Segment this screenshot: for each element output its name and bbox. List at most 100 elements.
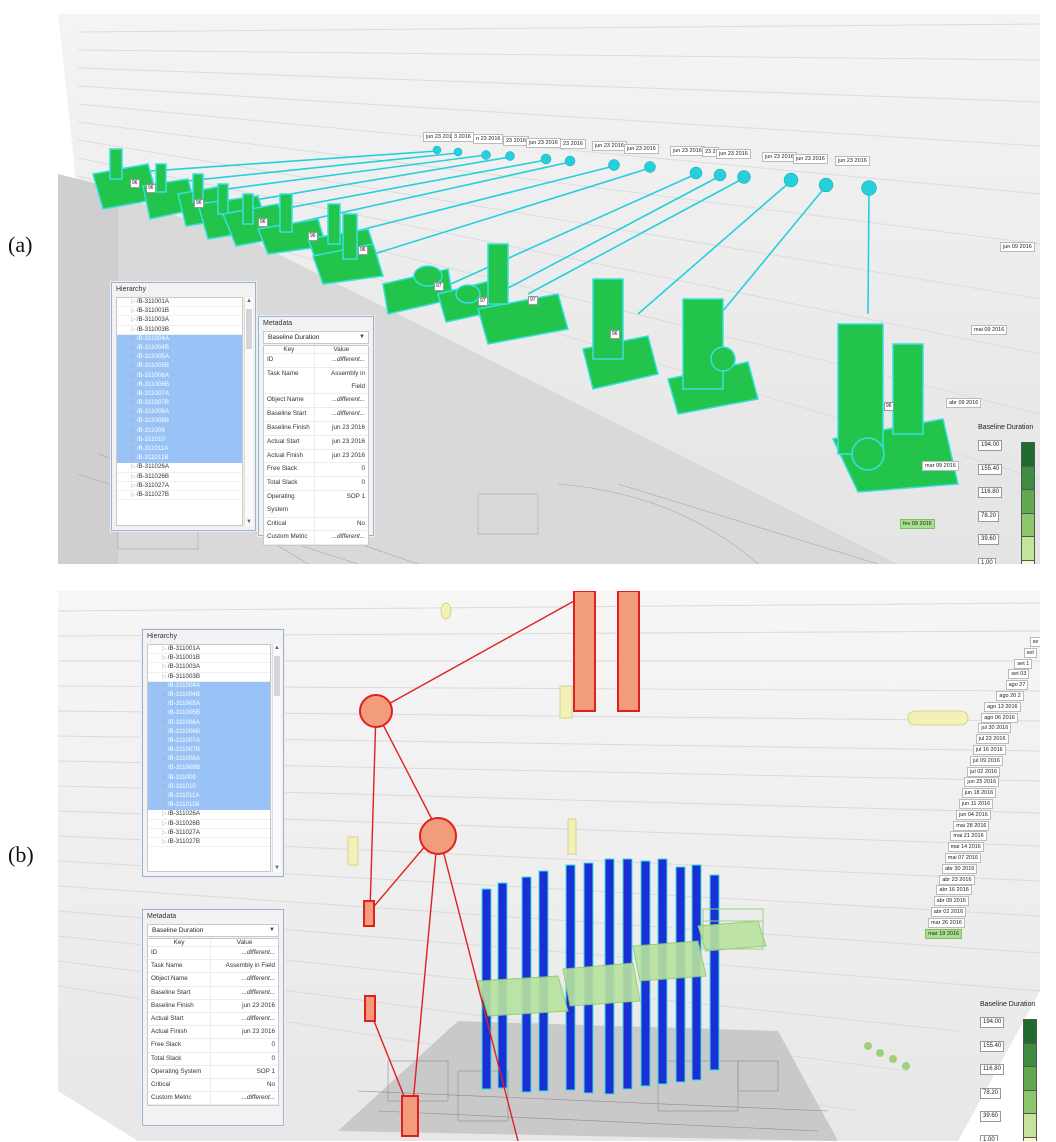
expand-triangle-icon[interactable]: ▷ (131, 463, 136, 471)
expand-triangle-icon[interactable]: ▷ (131, 490, 136, 498)
expand-triangle-icon[interactable]: ▷ (162, 736, 167, 744)
hierarchy-item[interactable]: ▷/B-311011B (148, 801, 270, 811)
expand-triangle-icon[interactable]: ▷ (131, 334, 136, 342)
expand-triangle-icon[interactable]: ▷ (131, 408, 136, 416)
hierarchy-item[interactable]: ▷/B-311008A (148, 755, 270, 765)
expand-triangle-icon[interactable]: ▷ (162, 755, 167, 763)
metadata-window[interactable]: Metadata Baseline Duration ▼ Key Value ID.… (258, 316, 374, 547)
hierarchy-item[interactable]: ▷/B-311006A (148, 718, 270, 728)
expand-triangle-icon[interactable]: ▷ (162, 681, 167, 689)
hierarchy-tree[interactable]: ▷/B-311001A ▷/B-311001B ▷/B-311003A ▷/B-311… (147, 644, 271, 872)
metric-dropdown[interactable]: Baseline Duration ▼ (147, 924, 279, 937)
hierarchy-item[interactable]: ▷/B-311007B (117, 399, 242, 409)
hierarchy-item[interactable]: ▷/B-311011B (117, 454, 242, 464)
hierarchy-item[interactable]: ▷/B-311006B (148, 727, 270, 737)
expand-triangle-icon[interactable]: ▷ (162, 700, 167, 708)
hierarchy-item[interactable]: ▷/B-311007A (148, 736, 270, 747)
expand-triangle-icon[interactable]: ▷ (131, 481, 136, 489)
hierarchy-item[interactable]: ▷/B-311027B (148, 837, 270, 848)
hierarchy-item[interactable]: ▷/B-311007B (148, 746, 270, 756)
expand-triangle-icon[interactable]: ▷ (131, 454, 136, 462)
hierarchy-item[interactable]: ▷/B-311026A (148, 810, 270, 820)
expand-triangle-icon[interactable]: ▷ (162, 773, 167, 781)
scroll-down-icon[interactable]: ▼ (274, 865, 280, 871)
expand-triangle-icon[interactable]: ▷ (162, 645, 167, 652)
hierarchy-item[interactable]: ▷/B-311027A (117, 482, 242, 491)
expand-triangle-icon[interactable]: ▷ (162, 792, 167, 799)
hierarchy-item[interactable]: ▷/B-311003B (148, 673, 270, 682)
hierarchy-item[interactable]: ▷/B-311026A (117, 463, 242, 473)
expand-triangle-icon[interactable]: ▷ (131, 389, 136, 397)
hierarchy-item[interactable]: ▷/B-311010 (148, 782, 270, 792)
hierarchy-item[interactable]: ▷/B-311026B (117, 473, 242, 482)
expand-triangle-icon[interactable]: ▷ (162, 727, 167, 735)
hierarchy-item[interactable]: ▷/B-311006B (117, 380, 242, 390)
hierarchy-item[interactable]: ▷/B-311011A (117, 445, 242, 455)
hierarchy-item[interactable]: ▷/B-311027B (117, 490, 242, 501)
expand-triangle-icon[interactable]: ▷ (131, 445, 136, 452)
hierarchy-item[interactable]: ▷/B-311027A (148, 829, 270, 838)
hierarchy-item[interactable]: ▷/B-311007A (117, 389, 242, 400)
expand-triangle-icon[interactable]: ▷ (162, 654, 167, 662)
hierarchy-tree[interactable]: ▷/B-311001A ▷/B-311001B ▷/B-311003A ▷/B-311… (116, 297, 243, 526)
hierarchy-item[interactable]: ▷/B-311008B (148, 764, 270, 774)
hierarchy-item[interactable]: ▷/B-311010 (117, 435, 242, 445)
hierarchy-item[interactable]: ▷/B-311009 (148, 773, 270, 783)
hierarchy-item[interactable]: ▷/B-311003B (117, 326, 242, 335)
expand-triangle-icon[interactable]: ▷ (131, 353, 136, 361)
expand-triangle-icon[interactable]: ▷ (131, 426, 136, 434)
hierarchy-item[interactable]: ▷/B-311026B (148, 820, 270, 829)
expand-triangle-icon[interactable]: ▷ (162, 764, 167, 772)
expand-triangle-icon[interactable]: ▷ (131, 298, 136, 305)
hierarchy-item[interactable]: ▷/B-311005B (117, 362, 242, 372)
expand-triangle-icon[interactable]: ▷ (162, 672, 167, 680)
hierarchy-item[interactable]: ▷/B-311001A (148, 645, 270, 655)
scroll-thumb[interactable] (246, 309, 252, 349)
hierarchy-item[interactable]: ▷/B-311005A (148, 700, 270, 710)
expand-triangle-icon[interactable]: ▷ (162, 718, 167, 726)
expand-triangle-icon[interactable]: ▷ (162, 782, 167, 790)
expand-triangle-icon[interactable]: ▷ (162, 810, 167, 818)
hierarchy-item[interactable]: ▷/B-311004B (148, 690, 270, 701)
expand-triangle-icon[interactable]: ▷ (131, 325, 136, 333)
expand-triangle-icon[interactable]: ▷ (131, 371, 136, 379)
hierarchy-item[interactable]: ▷/B-311003A (148, 663, 270, 673)
expand-triangle-icon[interactable]: ▷ (131, 399, 136, 407)
expand-triangle-icon[interactable]: ▷ (162, 837, 167, 845)
viewport-3d-b[interactable]: se set set 1 set 03 ago 27 ago 20 2 ago 13 201… (58, 591, 1040, 1141)
hierarchy-item[interactable]: ▷/B-311011A (148, 792, 270, 802)
expand-triangle-icon[interactable]: ▷ (131, 343, 136, 351)
scroll-up-icon[interactable]: ▲ (274, 645, 280, 651)
expand-triangle-icon[interactable]: ▷ (162, 663, 167, 671)
scroll-down-icon[interactable]: ▼ (246, 519, 252, 525)
hierarchy-item[interactable]: ▷/B-311004B (117, 343, 242, 354)
hierarchy-window[interactable]: Hierarchy ▷/B-311001A ▷/B-311001B ▷/B-3110… (142, 629, 284, 877)
expand-triangle-icon[interactable]: ▷ (162, 709, 167, 717)
expand-triangle-icon[interactable]: ▷ (131, 316, 136, 324)
hierarchy-window[interactable]: Hierarchy ▷/B-311001A ▷/B-311001B ▷/B-3110… (111, 282, 256, 531)
hierarchy-item[interactable]: ▷/B-311005B (148, 709, 270, 719)
scroll-thumb[interactable] (274, 656, 280, 696)
expand-triangle-icon[interactable]: ▷ (131, 362, 136, 370)
metric-dropdown[interactable]: Baseline Duration ▼ (263, 331, 369, 344)
hierarchy-item[interactable]: ▷/B-311009 (117, 426, 242, 436)
hierarchy-item[interactable]: ▷/B-311008A (117, 408, 242, 418)
expand-triangle-icon[interactable]: ▷ (162, 690, 167, 698)
expand-triangle-icon[interactable]: ▷ (162, 801, 167, 809)
metadata-window[interactable]: Metadata Baseline Duration ▼ Key Value ID.… (142, 909, 284, 1126)
expand-triangle-icon[interactable]: ▷ (131, 435, 136, 443)
hierarchy-item[interactable]: ▷/B-311003A (117, 316, 242, 326)
hierarchy-item[interactable]: ▷/B-311008B (117, 417, 242, 427)
expand-triangle-icon[interactable]: ▷ (131, 417, 136, 425)
expand-triangle-icon[interactable]: ▷ (131, 472, 136, 480)
hierarchy-item[interactable]: ▷/B-311004A (117, 334, 242, 344)
hierarchy-item[interactable]: ▷/B-311004A (148, 681, 270, 691)
expand-triangle-icon[interactable]: ▷ (162, 828, 167, 836)
hierarchy-item[interactable]: ▷/B-311001B (148, 654, 270, 664)
scroll-up-icon[interactable]: ▲ (246, 298, 252, 304)
expand-triangle-icon[interactable]: ▷ (131, 307, 136, 315)
viewport-3d-a[interactable]: jun 23 2016 3 2016 n 23 2016 23 2016 jun… (58, 14, 1040, 564)
expand-triangle-icon[interactable]: ▷ (162, 819, 167, 827)
expand-triangle-icon[interactable]: ▷ (162, 746, 167, 754)
hierarchy-scrollbar[interactable]: ▲ ▼ (244, 297, 253, 526)
